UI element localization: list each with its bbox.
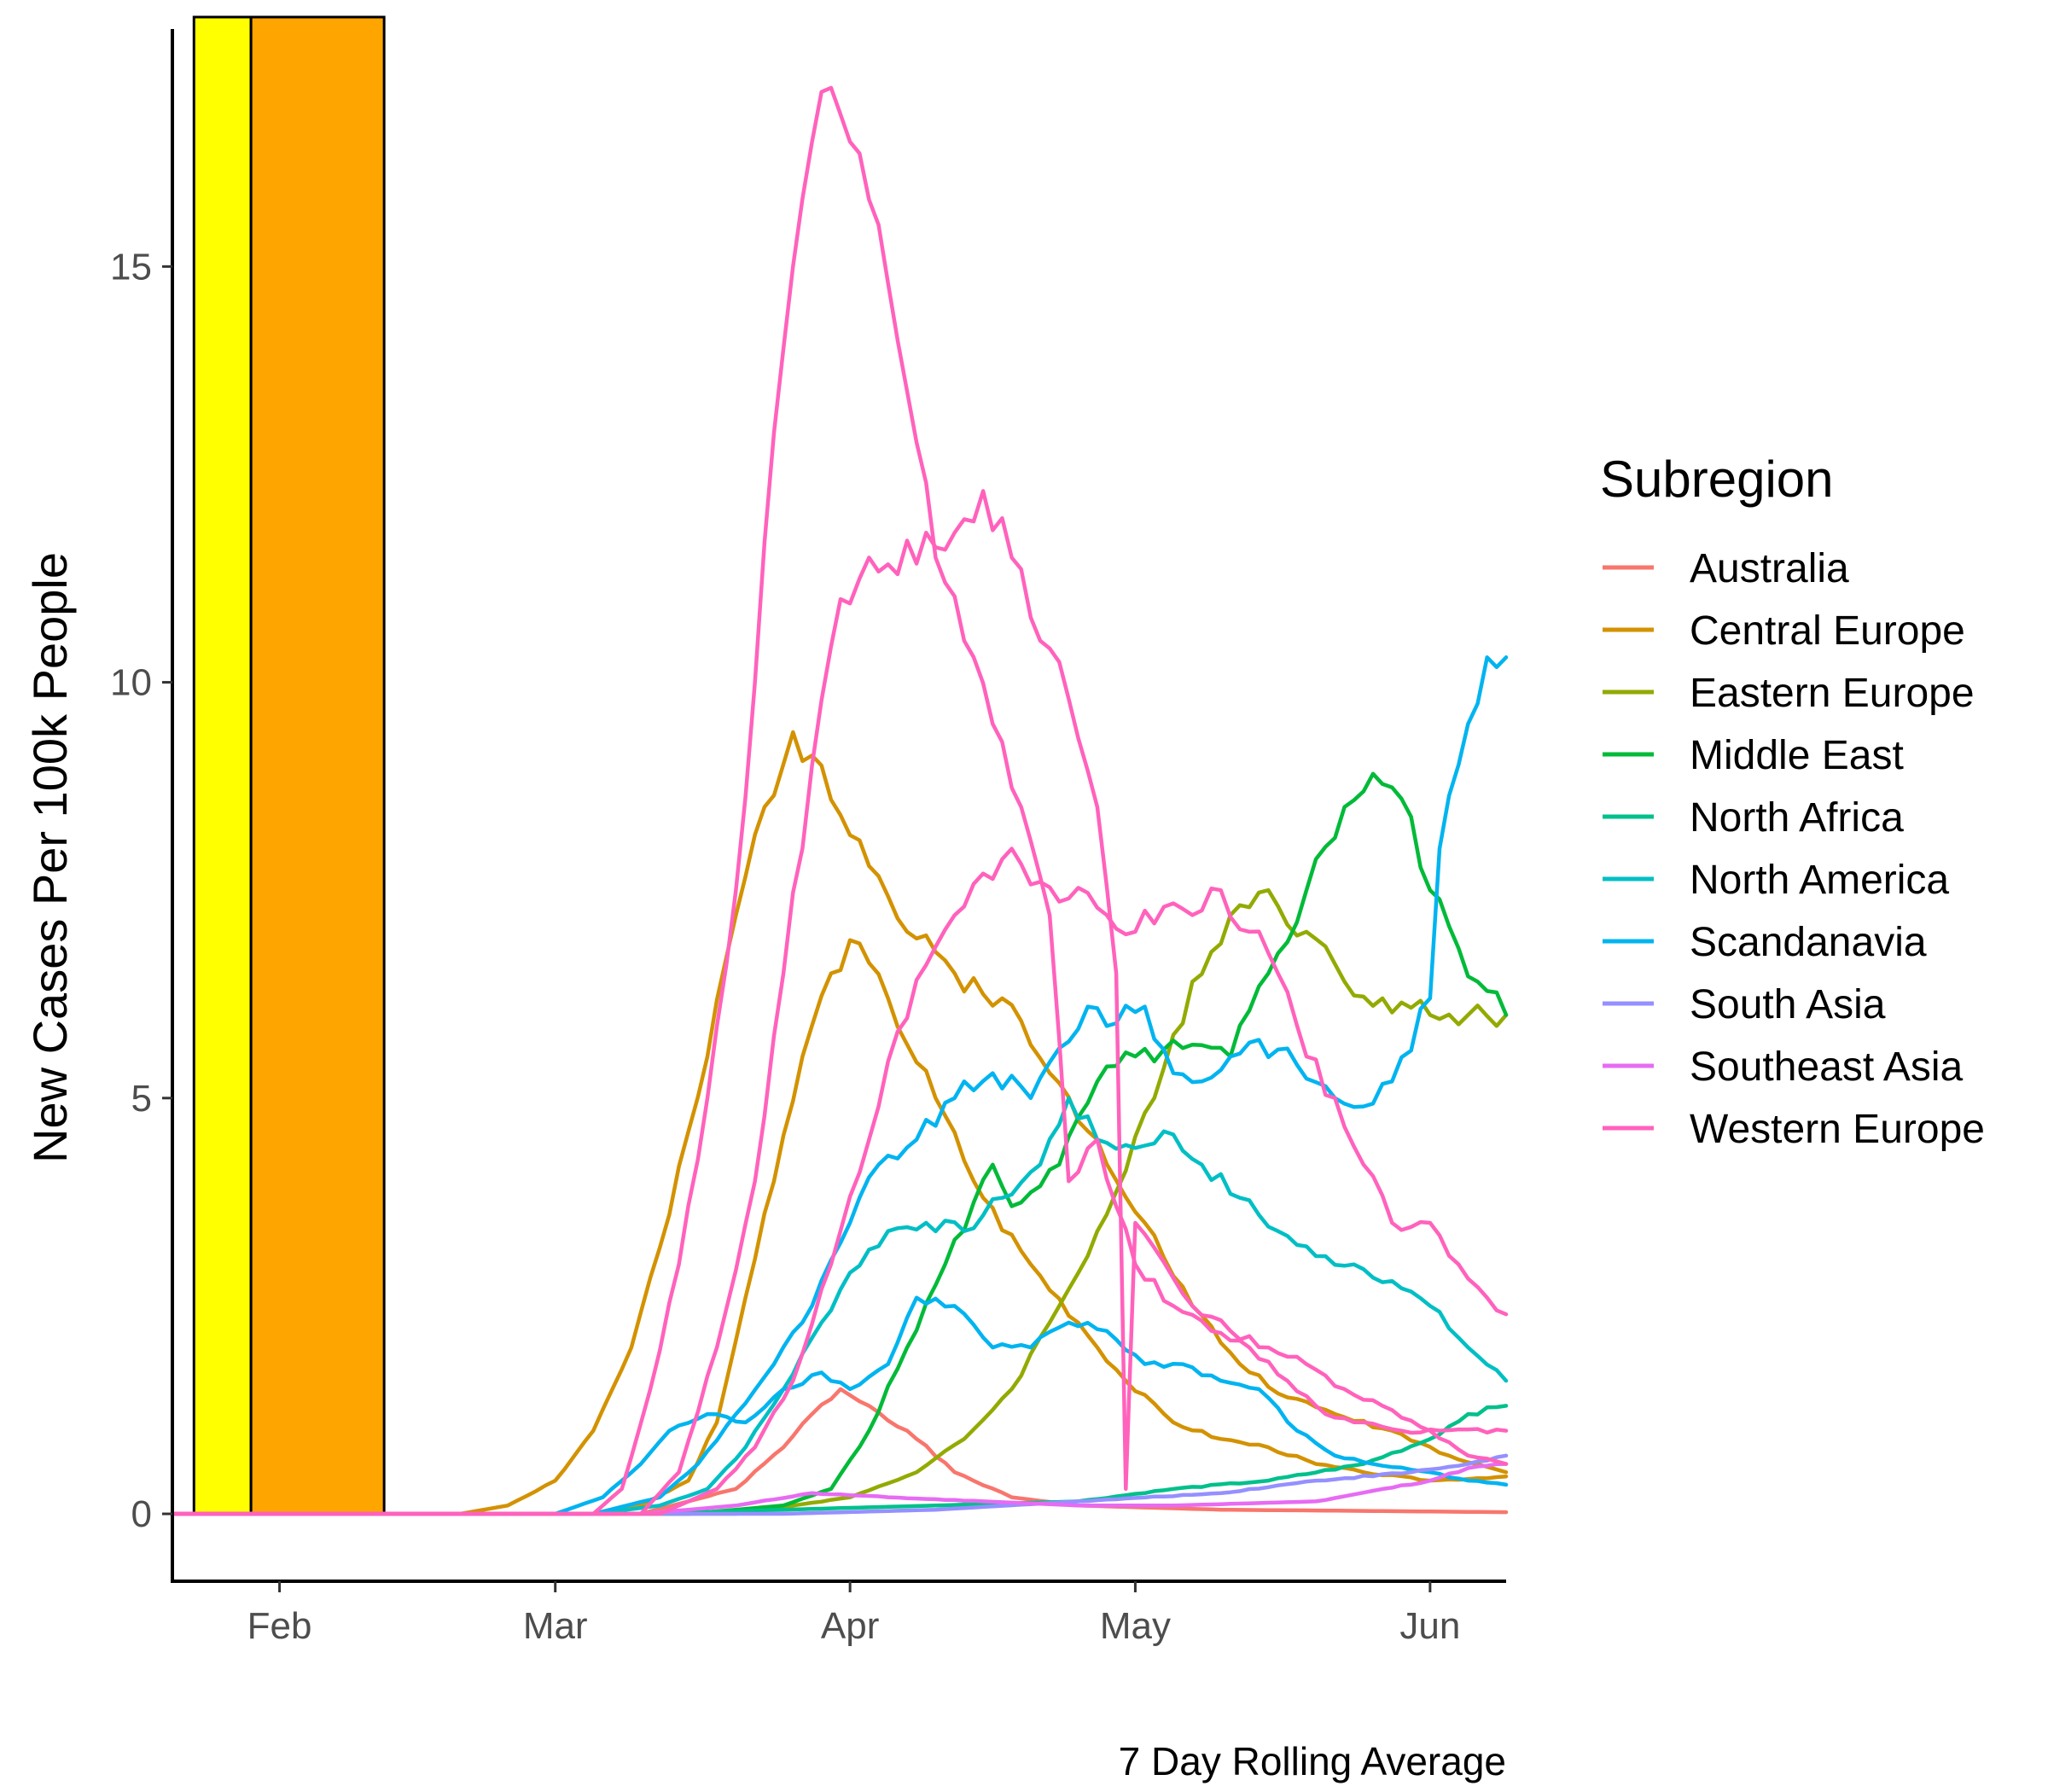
legend-label-scandanavia: Scandanavia xyxy=(1690,920,1927,965)
legend-label-north-america: North America xyxy=(1690,858,1949,903)
shaded-period-1 xyxy=(192,15,253,1516)
legend-label-north-africa: North Africa xyxy=(1690,795,1904,841)
axes: 0 5 10 15 Feb Mar Apr May Jun xyxy=(110,29,1506,1647)
series-lines xyxy=(172,85,1509,1516)
caption: 7 Day Rolling Average xyxy=(1119,1739,1506,1783)
legend-label-western-europe: Western Europe xyxy=(1690,1107,1985,1152)
y-axis-title: New Cases Per 100k People xyxy=(23,552,77,1163)
legend-label-australia: Australia xyxy=(1690,546,1849,591)
legend-label-eastern-europe: Eastern Europe xyxy=(1690,671,1975,716)
y-tick-label-15: 15 xyxy=(110,246,152,288)
x-tick-label-feb: Feb xyxy=(247,1605,312,1647)
series-line-western-europe-14 xyxy=(172,847,1509,1516)
legend-label-middle-east: Middle East xyxy=(1690,733,1904,778)
legend-label-central-europe: Central Europe xyxy=(1690,608,1965,654)
legend: Subregion Australia Central Europe Eastern … xyxy=(1600,451,1985,1152)
x-tick-label-jun: Jun xyxy=(1399,1605,1460,1647)
x-tick-label-may: May xyxy=(1100,1605,1171,1647)
shaded-periods xyxy=(192,15,386,1516)
legend-label-southeast-asia: Southeast Asia xyxy=(1690,1044,1964,1090)
y-tick-label-10: 10 xyxy=(110,662,152,704)
x-tick-label-mar: Mar xyxy=(523,1605,588,1647)
y-tick-label-0: 0 xyxy=(131,1493,152,1535)
y-tick-label-5: 5 xyxy=(131,1078,152,1120)
shaded-period-2 xyxy=(249,15,386,1516)
legend-label-south-asia: South Asia xyxy=(1690,982,1886,1027)
legend-title: Subregion xyxy=(1600,451,1834,508)
x-tick-label-apr: Apr xyxy=(821,1605,879,1647)
